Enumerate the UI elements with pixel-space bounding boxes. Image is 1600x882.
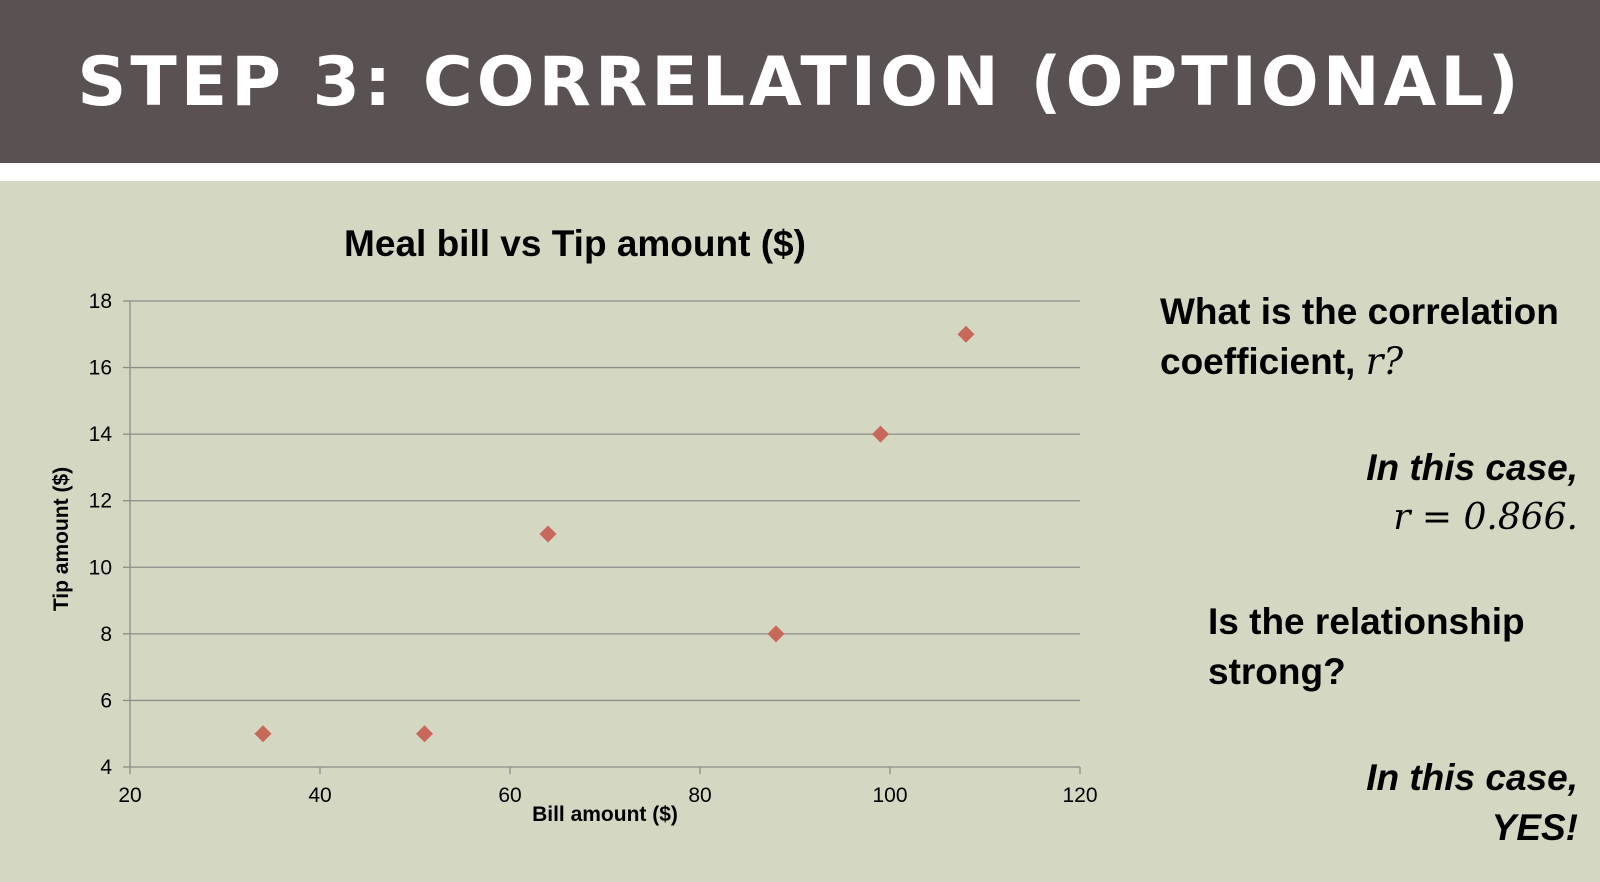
data-point-6 [957, 325, 975, 343]
question-correlation-text: What is the correlation coefficient, [1160, 291, 1559, 382]
y-axis-label: Tip amount ($) [50, 466, 73, 612]
answer-correlation-intro: In this case, [1366, 447, 1578, 488]
x-tick-label-20: 20 [118, 784, 141, 807]
discussion-panel: What is the correlation coefficient, r? … [1130, 181, 1600, 882]
title-divider [0, 163, 1600, 181]
answer-strength-intro: In this case, [1366, 757, 1578, 798]
y-tick-label-18: 18 [89, 290, 112, 313]
question-strength: Is the relationship strong? [1208, 601, 1525, 692]
slide-title: STEP 3: CORRELATION (OPTIONAL) [77, 43, 1523, 122]
data-point-1 [254, 725, 272, 743]
x-tick-label-40: 40 [308, 784, 331, 807]
answer-correlation-value: r = 0.866. [1393, 497, 1578, 538]
x-tick-label-80: 80 [688, 784, 711, 807]
question-mark: ? [1383, 340, 1404, 383]
scatter-chart: Meal bill vs Tip amount ($) 4 6 8 10 12 14 16 1… [0, 181, 1130, 882]
data-point-3 [539, 525, 557, 543]
y-tick-label-8: 8 [100, 623, 112, 646]
y-tick-label-14: 14 [89, 423, 113, 446]
data-point-4 [767, 625, 785, 643]
axes [123, 300, 1081, 774]
data-point-5 [872, 425, 889, 443]
y-tick-label-6: 6 [100, 689, 112, 712]
answer-strength-value: YES! [1491, 807, 1578, 848]
x-tick-label-100: 100 [872, 784, 907, 807]
question-correlation: What is the correlation coefficient, r? [1160, 287, 1600, 387]
x-axis-label: Bill amount ($) [532, 803, 678, 826]
title-bar [0, 0, 1600, 163]
y-tick-label-4: 4 [100, 756, 112, 779]
answer-strength: In this case, YES! [1158, 753, 1578, 853]
y-tick-label-16: 16 [89, 357, 112, 380]
y-tick-label-10: 10 [89, 556, 112, 579]
x-tick-label-60: 60 [498, 784, 521, 807]
answer-correlation: In this case, r = 0.866. [1158, 443, 1578, 543]
gridlines [130, 300, 1080, 702]
data-points [254, 325, 975, 743]
x-tick-labels: 20 40 60 80 100 120 [118, 784, 1097, 807]
y-tick-labels: 4 6 8 10 12 14 16 18 [89, 290, 113, 779]
x-tick-label-120: 120 [1062, 784, 1097, 807]
chart-plot: 4 6 8 10 12 14 16 18 20 40 60 80 100 120 [89, 290, 1098, 807]
chart-title: Meal bill vs Tip amount ($) [344, 223, 806, 264]
data-point-2 [416, 725, 433, 743]
y-tick-label-12: 12 [89, 490, 112, 513]
r-symbol: r [1365, 340, 1384, 383]
